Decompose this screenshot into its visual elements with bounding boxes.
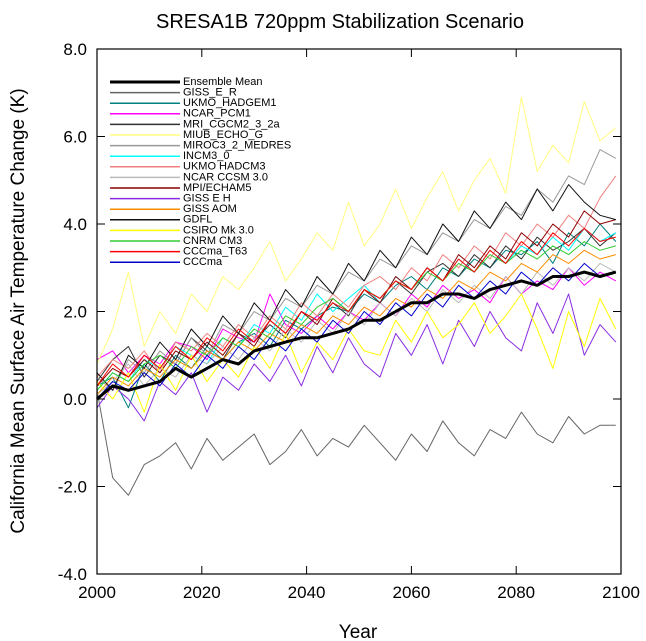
series-line xyxy=(96,227,616,387)
legend-label: MRI_CGCM2_3_2a xyxy=(183,118,280,130)
chart-title: SRESA1B 720ppm Stabilization Scenario xyxy=(156,11,524,33)
legend-label: NCAR_PCM1 xyxy=(183,108,251,120)
series-line xyxy=(96,227,617,391)
y-tick-label: 2.0 xyxy=(63,303,87,322)
legend-label: UKMO_HADGEM1 xyxy=(183,97,277,109)
legend-label: NCAR CCSM 3.0 xyxy=(183,171,268,183)
legend-label: CCCma xyxy=(183,256,223,268)
legend-label: GISS E H xyxy=(183,193,231,205)
series-line xyxy=(96,262,616,400)
y-tick-label: 8.0 xyxy=(63,40,87,59)
x-tick-label: 2100 xyxy=(602,583,640,602)
plot-area xyxy=(96,96,617,496)
y-tick-label: 0.0 xyxy=(63,390,87,409)
legend-label: GISS_E_R xyxy=(183,87,237,99)
series-line xyxy=(96,390,616,496)
series-line xyxy=(96,96,617,365)
y-tick-label: -4.0 xyxy=(58,565,87,584)
legend-label: MPI/ECHAM5 xyxy=(183,182,251,194)
legend-label: GISS AOM xyxy=(183,203,237,215)
series-line xyxy=(96,184,616,391)
plot-frame xyxy=(96,48,622,575)
series-line xyxy=(96,270,617,401)
legend-label: Ensemble Mean xyxy=(183,76,263,88)
x-tick-label: 2040 xyxy=(288,583,326,602)
y-tick-label: 6.0 xyxy=(63,128,87,147)
legend-label: UKMO HADCM3 xyxy=(183,161,266,173)
series-line xyxy=(96,249,616,395)
series-line xyxy=(96,175,617,378)
x-tick-label: 2000 xyxy=(78,583,116,602)
x-axis-label: Year xyxy=(339,622,378,641)
legend-label: MIUB_ECHO_G xyxy=(183,129,263,141)
series-line xyxy=(96,262,617,395)
legend-label: GDFL xyxy=(183,214,212,226)
series-line xyxy=(96,149,617,391)
y-tick-label: 4.0 xyxy=(63,215,87,234)
x-tick-label: 2080 xyxy=(497,583,535,602)
legend-label: INCM3_0 xyxy=(183,150,229,162)
series-line xyxy=(96,293,617,422)
legend-label: CCCma_T63 xyxy=(183,246,247,258)
x-tick-label: 2060 xyxy=(392,583,430,602)
y-tick-label: -2.0 xyxy=(58,478,87,497)
legend-label: MIROC3_2_MEDRES xyxy=(183,140,291,152)
y-axis-label: California Mean Surface Air Temperature … xyxy=(8,88,29,533)
legend-label: CNRM CM3 xyxy=(183,235,242,247)
legend-label: CSIRO Mk 3.0 xyxy=(183,224,254,236)
x-tick-label: 2020 xyxy=(183,583,221,602)
